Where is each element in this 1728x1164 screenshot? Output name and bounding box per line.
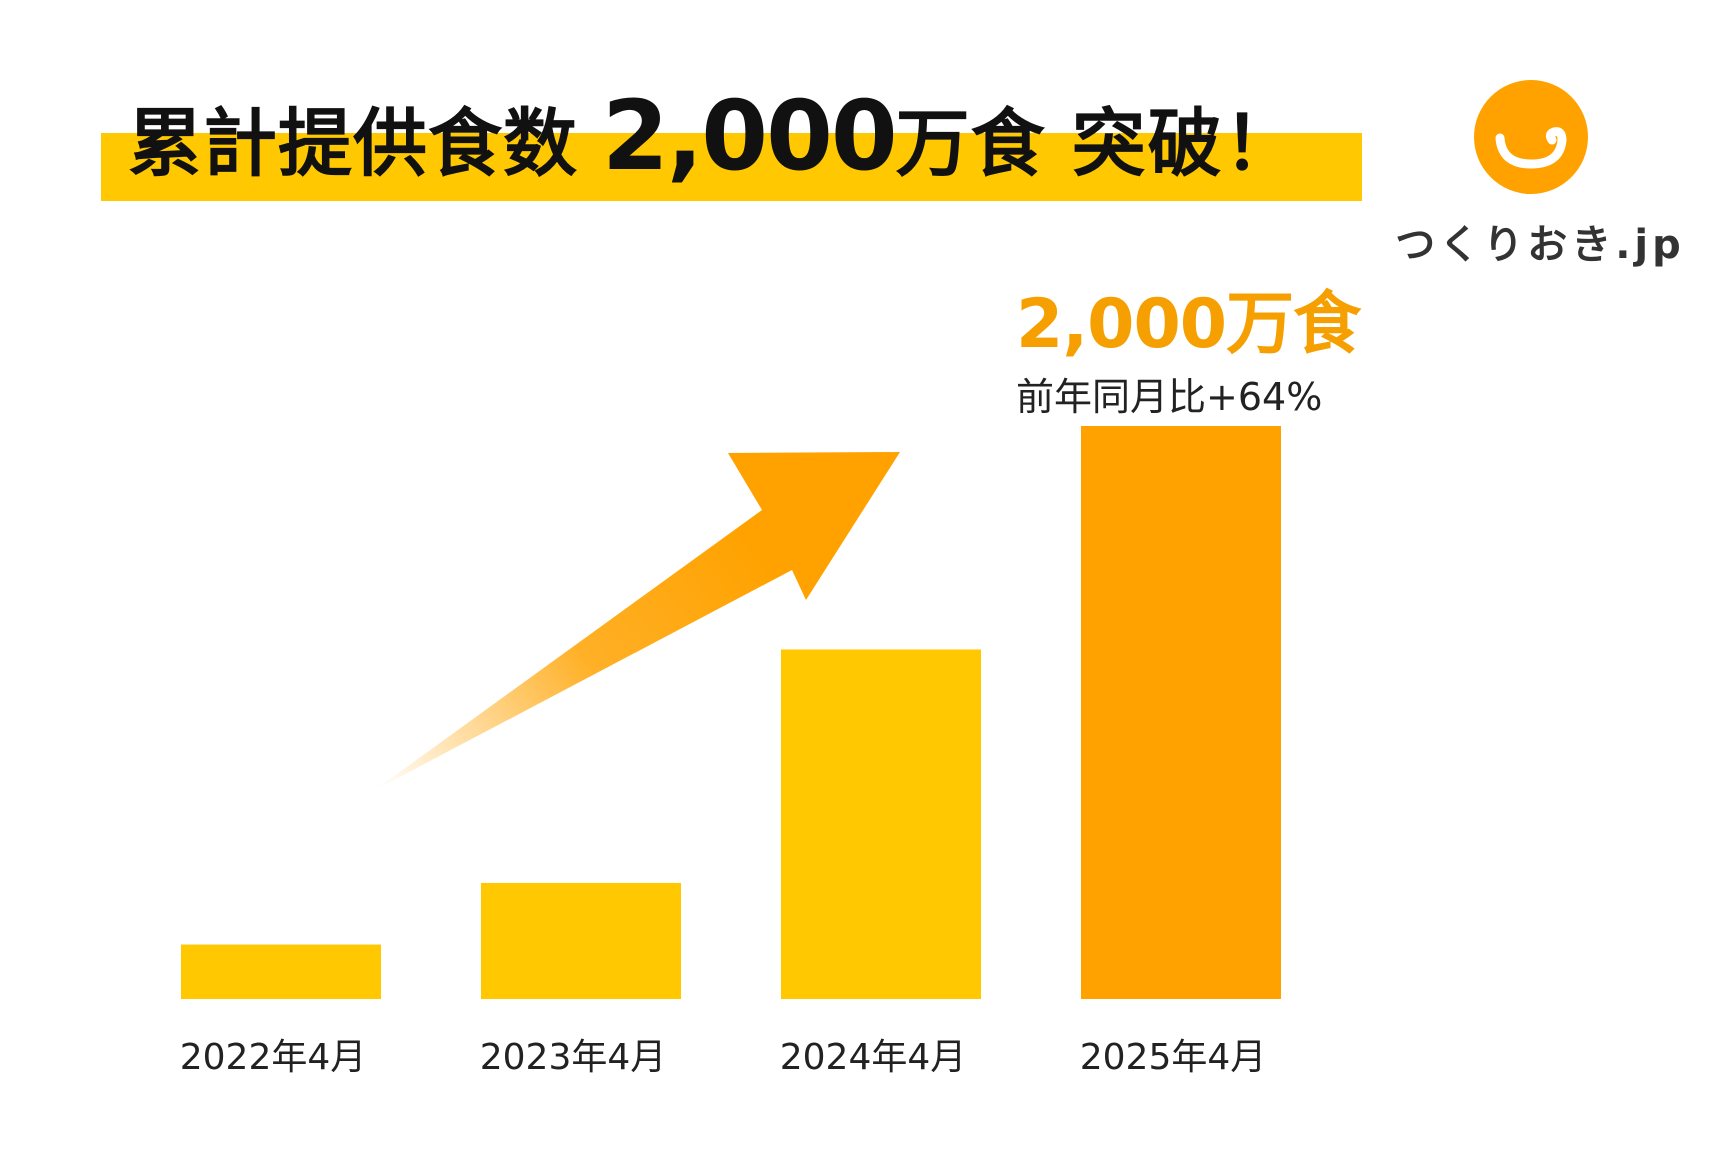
brand-logo: つくりおき.jp (1390, 72, 1690, 272)
x-tick-label-1: 2022年4月 (180, 1037, 367, 1078)
title-unit: 万食 (895, 101, 1046, 187)
x-tick-label-4: 2025年4月 (1080, 1037, 1267, 1078)
bar-2 (481, 882, 681, 999)
highlight-value: 2,000万食 (1016, 285, 1361, 364)
x-tick-label-2: 2023年4月 (480, 1037, 667, 1078)
growth-arrow-icon (375, 452, 900, 790)
brand-name: つくりおき.jp (1395, 222, 1685, 268)
x-tick-label-3: 2024年4月 (780, 1037, 967, 1078)
title-number: 2,000 (602, 80, 898, 192)
title-highlight-band (101, 133, 1362, 201)
bar-3 (781, 649, 981, 999)
bar-1 (181, 944, 381, 999)
yoy-growth-note: 前年同月比+64% (1016, 375, 1323, 419)
title-prefix: 累計提供食数 (128, 101, 578, 187)
bar-4 (1081, 426, 1281, 999)
title-suffix: 突破！ (1071, 101, 1300, 187)
page-title: 累計提供食数 2,000 万食 突破！ (128, 80, 1300, 192)
smile-icon (1474, 80, 1588, 194)
